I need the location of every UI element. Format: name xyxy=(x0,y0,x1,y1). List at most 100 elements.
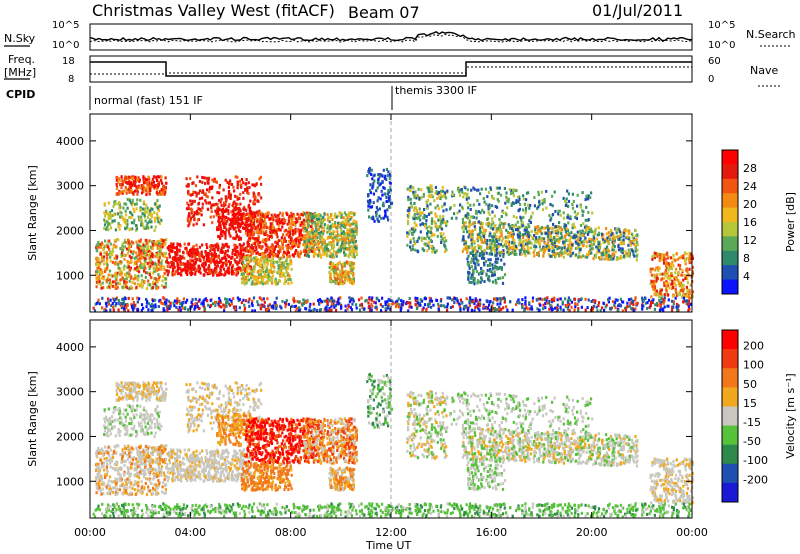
power-cell xyxy=(597,240,600,244)
power-cell xyxy=(95,246,98,249)
power-cell xyxy=(345,236,348,240)
power-cell xyxy=(203,255,206,259)
power-cell xyxy=(176,251,179,255)
cpid-mode-1: normal (fast) 151 IF xyxy=(94,94,203,107)
power-cell xyxy=(294,223,297,227)
power-cell xyxy=(612,257,615,261)
power-cell xyxy=(231,225,235,229)
power-cell xyxy=(352,272,355,276)
power-cell xyxy=(117,225,120,229)
power-cell xyxy=(250,243,253,247)
power-cell xyxy=(384,211,387,215)
power-cell xyxy=(111,274,114,278)
power-cell xyxy=(528,225,531,229)
power-cell xyxy=(158,180,161,184)
power-cell xyxy=(100,286,103,290)
power-cell xyxy=(108,269,112,273)
power-cell xyxy=(130,275,133,279)
power-cell xyxy=(123,202,126,206)
power-cell xyxy=(409,245,412,249)
power-cell xyxy=(436,204,439,208)
power-cell xyxy=(134,267,137,270)
power-cell xyxy=(153,219,156,223)
power-cell xyxy=(210,252,213,256)
power-cell xyxy=(303,234,306,238)
power-cell xyxy=(255,248,258,252)
power-cell xyxy=(149,258,152,262)
power-cell xyxy=(136,259,139,263)
power-cell xyxy=(353,241,356,245)
power-cell xyxy=(327,235,330,239)
power-cell xyxy=(259,229,263,233)
power-cell xyxy=(296,220,299,224)
power-cell xyxy=(522,215,525,219)
power-cell xyxy=(582,233,585,237)
beam-label: Beam 07 xyxy=(348,3,420,22)
power-cell xyxy=(108,281,111,285)
power-cell xyxy=(521,221,525,225)
power-cell xyxy=(491,227,494,231)
power-cell xyxy=(133,218,136,222)
power-cell xyxy=(601,235,604,239)
power-cell xyxy=(200,213,203,217)
power-cell xyxy=(569,245,572,249)
power-cell xyxy=(142,225,145,229)
power-cell xyxy=(239,249,242,253)
power-cell xyxy=(209,249,212,253)
power-cell xyxy=(323,238,326,242)
power-cell xyxy=(173,265,176,269)
power-cell xyxy=(161,254,165,258)
power-cell xyxy=(196,251,199,255)
power-cell xyxy=(142,200,146,204)
power-cell xyxy=(614,250,617,254)
power-cell xyxy=(525,249,528,253)
power-cell xyxy=(251,232,254,236)
power-cell xyxy=(518,249,521,253)
power-cell xyxy=(131,183,134,187)
power-cell xyxy=(551,245,554,249)
power-cell xyxy=(195,194,198,198)
power-cell xyxy=(466,230,469,234)
power-cell xyxy=(510,204,513,207)
power-cell xyxy=(592,257,595,261)
power-cell xyxy=(423,236,426,240)
power-cell xyxy=(243,223,246,227)
power-cell xyxy=(482,231,485,235)
power-cell xyxy=(163,285,166,289)
power-cell xyxy=(189,199,192,203)
power-cell xyxy=(267,255,270,259)
power-cell xyxy=(338,279,341,282)
power-cell xyxy=(150,207,153,211)
power-cell xyxy=(149,250,152,254)
power-cell xyxy=(349,266,352,270)
power-cell xyxy=(342,234,346,238)
power-cell xyxy=(493,250,496,254)
power-cell xyxy=(214,271,217,275)
power-cell xyxy=(244,277,247,281)
power-cell xyxy=(256,213,260,217)
power-cell xyxy=(608,255,611,259)
power-cell xyxy=(318,246,321,250)
power-cell xyxy=(440,218,443,222)
power-cell xyxy=(305,215,308,219)
power-cell xyxy=(614,235,617,239)
power-cell xyxy=(504,235,507,239)
power-cell xyxy=(543,241,546,245)
power-cell xyxy=(490,247,493,250)
power-cell xyxy=(506,199,509,203)
power-cell xyxy=(469,235,472,239)
power-cell xyxy=(143,215,146,219)
power-cell xyxy=(155,191,159,195)
power-cell xyxy=(270,264,273,268)
power-cell xyxy=(420,188,423,192)
power-cell xyxy=(498,228,502,232)
power-cell xyxy=(425,215,428,218)
power-cell xyxy=(214,180,217,184)
power-cell xyxy=(299,252,302,255)
power-cell xyxy=(427,243,430,247)
power-cell xyxy=(250,220,253,224)
power-cell xyxy=(163,192,166,196)
power-cell xyxy=(323,246,326,250)
power-cell xyxy=(239,216,242,220)
power-cell xyxy=(195,258,198,262)
